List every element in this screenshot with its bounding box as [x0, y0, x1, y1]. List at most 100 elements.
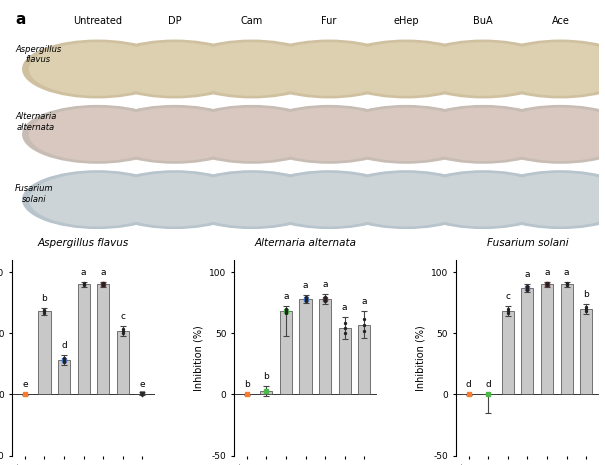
Point — [79, 280, 88, 288]
Bar — [38, 311, 51, 394]
Point — [581, 305, 591, 312]
Bar — [358, 325, 370, 394]
Circle shape — [177, 106, 327, 163]
Text: a: a — [81, 268, 87, 277]
Point — [542, 279, 552, 287]
Text: a: a — [362, 297, 367, 306]
Point — [79, 279, 88, 287]
Circle shape — [338, 108, 474, 160]
Bar — [77, 284, 90, 394]
Circle shape — [261, 43, 397, 95]
Point — [118, 325, 128, 332]
Text: a: a — [100, 268, 106, 277]
Text: Fur: Fur — [321, 16, 337, 26]
Circle shape — [106, 173, 243, 226]
Circle shape — [492, 173, 605, 226]
Circle shape — [254, 40, 404, 98]
Text: Aspergillus
flavus: Aspergillus flavus — [15, 45, 61, 64]
Point — [99, 279, 108, 287]
Text: d: d — [61, 341, 67, 351]
Point — [39, 309, 49, 317]
Text: a: a — [302, 281, 309, 291]
Bar — [280, 311, 292, 394]
Point — [359, 327, 369, 334]
Circle shape — [492, 43, 605, 95]
Point — [39, 306, 49, 313]
Y-axis label: Inhibition (%): Inhibition (%) — [194, 325, 203, 391]
Circle shape — [23, 40, 172, 98]
Point — [320, 293, 330, 300]
Circle shape — [30, 108, 166, 160]
Circle shape — [100, 106, 250, 163]
Bar — [580, 309, 592, 394]
Point — [79, 282, 88, 289]
Text: Alternaria
alternata: Alternaria alternata — [15, 112, 56, 132]
Circle shape — [332, 106, 481, 163]
Text: a: a — [525, 271, 530, 279]
Point — [503, 306, 512, 313]
Circle shape — [100, 40, 250, 98]
Text: c: c — [120, 312, 125, 321]
Text: b: b — [42, 294, 47, 303]
Point — [523, 283, 532, 290]
Circle shape — [415, 173, 551, 226]
Circle shape — [106, 108, 243, 160]
Text: d: d — [485, 380, 491, 389]
Circle shape — [254, 171, 404, 228]
Point — [340, 325, 350, 332]
Point — [281, 306, 291, 313]
Circle shape — [177, 171, 327, 228]
Text: b: b — [244, 380, 250, 389]
Point — [523, 284, 532, 292]
Point — [118, 327, 128, 334]
Point — [542, 282, 552, 289]
Circle shape — [184, 43, 320, 95]
Y-axis label: Inhibition (%): Inhibition (%) — [416, 325, 425, 391]
Point — [340, 320, 350, 327]
Point — [562, 280, 572, 288]
Circle shape — [485, 40, 605, 98]
Text: a: a — [564, 268, 569, 277]
Circle shape — [23, 106, 172, 163]
Bar — [117, 331, 129, 394]
Title: Fusarium solani: Fusarium solani — [486, 238, 568, 248]
Text: e: e — [22, 380, 28, 389]
Bar — [299, 299, 312, 394]
Bar — [97, 284, 110, 394]
Text: Ace: Ace — [551, 16, 569, 26]
Circle shape — [30, 43, 166, 95]
Title: Aspergillus flavus: Aspergillus flavus — [38, 238, 129, 248]
Circle shape — [100, 171, 250, 228]
Circle shape — [184, 108, 320, 160]
Text: a: a — [544, 268, 550, 277]
Text: a: a — [322, 280, 328, 289]
Bar — [560, 284, 573, 394]
Text: DP: DP — [168, 16, 182, 26]
Circle shape — [332, 171, 481, 228]
Bar — [58, 360, 70, 394]
Circle shape — [408, 106, 558, 163]
Point — [59, 357, 69, 364]
Circle shape — [338, 173, 474, 226]
Point — [39, 307, 49, 315]
Point — [581, 303, 591, 310]
Point — [503, 307, 512, 315]
Text: Fusarium
solani: Fusarium solani — [15, 184, 53, 204]
Point — [301, 295, 310, 303]
Bar — [260, 391, 272, 394]
Circle shape — [254, 106, 404, 163]
Point — [503, 310, 512, 317]
Circle shape — [408, 40, 558, 98]
Circle shape — [485, 171, 605, 228]
Circle shape — [23, 171, 172, 228]
Point — [59, 359, 69, 366]
Circle shape — [30, 173, 166, 226]
Point — [581, 307, 591, 315]
Point — [340, 330, 350, 337]
Bar — [339, 328, 351, 394]
Bar — [541, 284, 553, 394]
Text: b: b — [583, 290, 589, 299]
Point — [562, 279, 572, 287]
Circle shape — [408, 171, 558, 228]
Circle shape — [332, 40, 481, 98]
